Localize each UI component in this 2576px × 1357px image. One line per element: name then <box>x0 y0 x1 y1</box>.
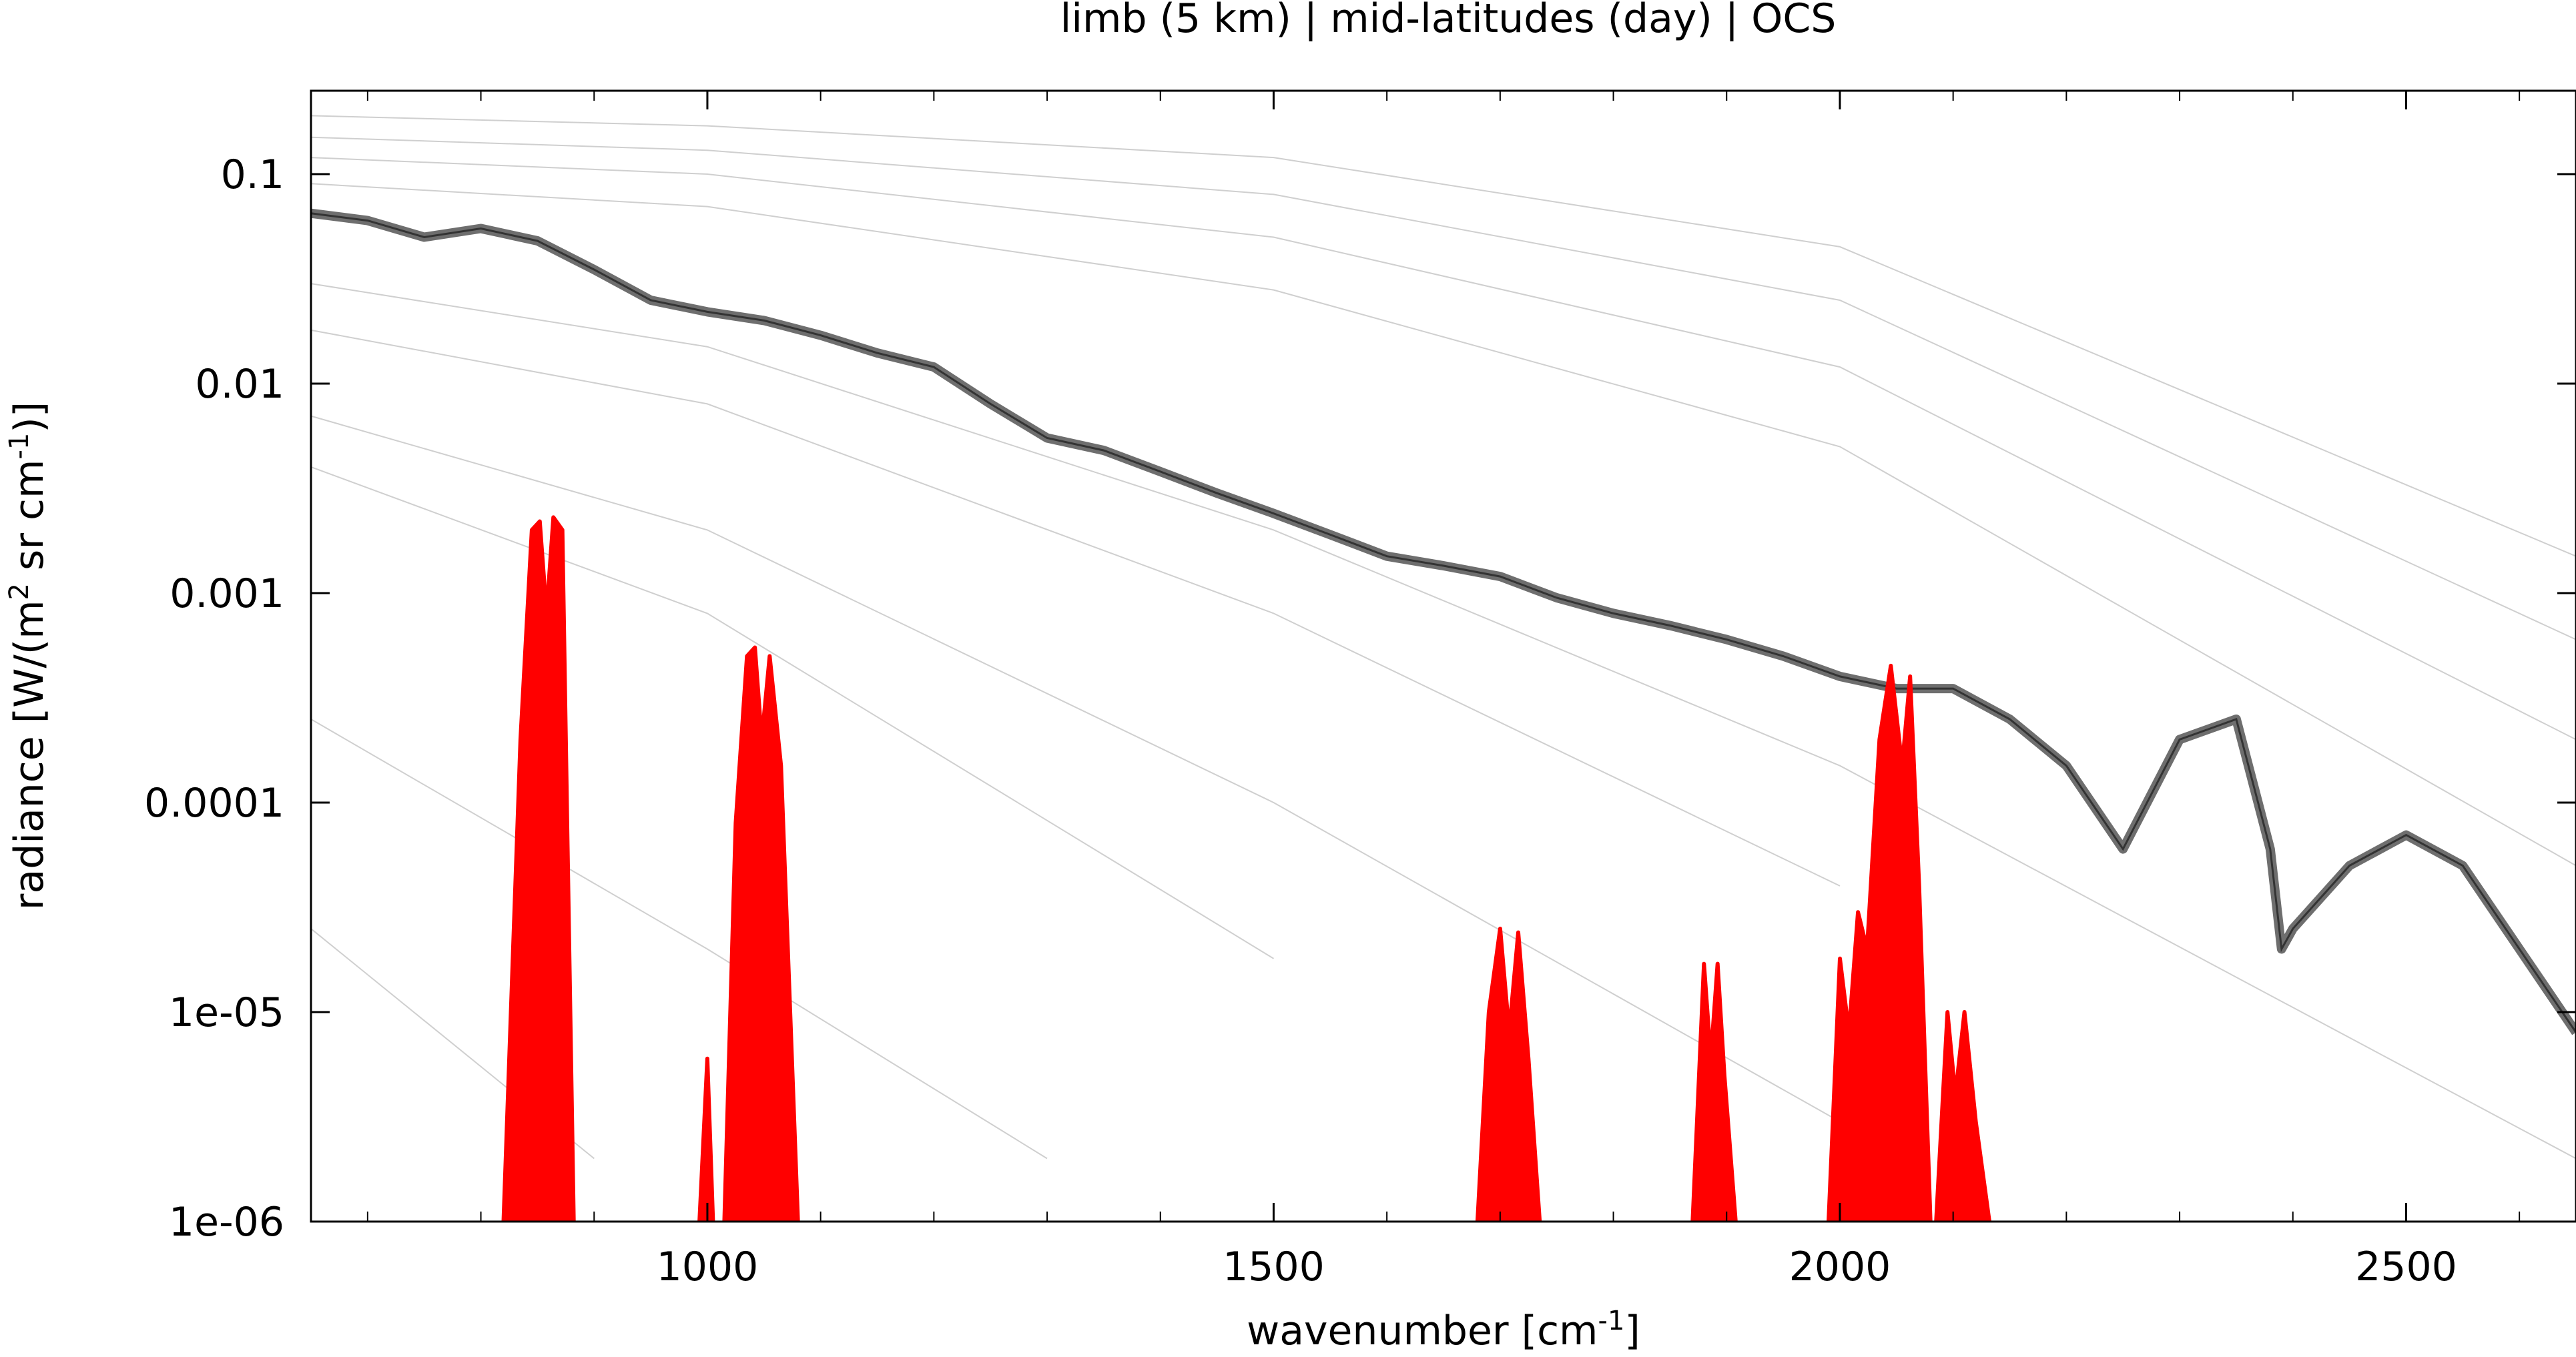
y-tick-label: 1e-05 <box>169 989 284 1036</box>
y-axis-title-sup1: 2 <box>4 583 35 600</box>
ocs-layer <box>501 515 1991 1222</box>
plot-frame <box>310 89 2576 1223</box>
total-radiance-line <box>311 208 2576 1035</box>
y-axis-title-a: radiance [W/(m <box>6 600 53 910</box>
reference-curve-5 <box>311 283 2576 1160</box>
y-tick-label: 0.001 <box>170 570 284 617</box>
reference-curves-layer <box>311 115 2576 1160</box>
ocs-band-1 <box>501 515 576 1222</box>
y-tick-label: 0.1 <box>221 151 284 198</box>
ocs-band-3 <box>722 645 800 1222</box>
x-tick-label: 1000 <box>657 1244 759 1290</box>
y-tick-label: 1e-06 <box>169 1199 284 1246</box>
x-axis-title-sup: -1 <box>1598 1306 1625 1336</box>
y-axis-title-c: )] <box>6 402 53 433</box>
y-tick-label: 0.0001 <box>144 780 284 827</box>
ocs-band-5 <box>1690 961 1738 1222</box>
y-axis-title-b: sr cm <box>6 459 53 583</box>
reference-curve-9 <box>311 719 1048 1160</box>
reference-curve-4 <box>311 183 2576 867</box>
x-tick-label: 1500 <box>1223 1244 1325 1290</box>
y-axis-ticks: 0.1 0.01 0.001 0.0001 1e-05 1e-06 <box>144 151 2576 1246</box>
total-radiance-line-core <box>311 212 2576 1033</box>
x-axis-title-close: ] <box>1624 1308 1640 1354</box>
y-axis-title-sup2: -1 <box>4 433 35 460</box>
reference-curve-1 <box>311 115 2576 557</box>
reference-curve-8 <box>311 466 1275 959</box>
x-axis-title-main: wavenumber [cm <box>1247 1308 1598 1354</box>
x-tick-label: 2000 <box>1789 1244 1891 1290</box>
ocs-band-4 <box>1475 927 1542 1222</box>
reference-curve-7 <box>311 415 1841 1123</box>
x-axis-title: wavenumber [cm-1] <box>1247 1306 1640 1354</box>
x-axis-ticks: 1000 1500 2000 2500 <box>366 91 2521 1290</box>
chart-title: limb (5 km) | mid-latitudes (day) | OCS <box>1060 0 1837 42</box>
y-axis-title: radiance [W/(m2 sr cm-1)] <box>4 402 53 910</box>
reference-curve-6 <box>311 329 1841 887</box>
ocs-band-2 <box>697 1056 715 1222</box>
reference-curve-3 <box>311 157 2576 741</box>
reference-curve-2 <box>311 136 2576 640</box>
ocs-band-7 <box>1934 1010 1991 1222</box>
x-tick-label: 2500 <box>2355 1244 2457 1290</box>
y-tick-label: 0.01 <box>195 361 284 408</box>
total-radiance-layer <box>311 208 2576 1035</box>
ocs-band-6 <box>1827 663 1933 1222</box>
